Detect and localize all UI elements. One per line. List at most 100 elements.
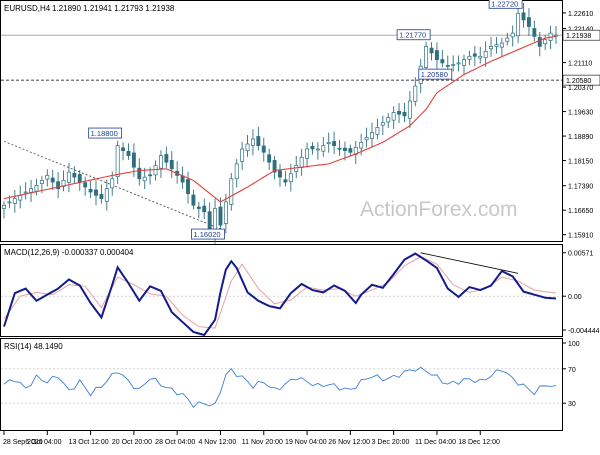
x-axis-label: 6 Oct 04:00 <box>25 439 61 446</box>
price-y-tick-label: 1.18890 <box>568 134 593 141</box>
candle-body <box>348 148 353 153</box>
candle-body <box>332 141 337 147</box>
price-panel-title: EURUSD,H4 <box>4 4 51 13</box>
price-y-tick-label: 1.16650 <box>568 208 593 215</box>
candle-body <box>196 206 201 209</box>
candle-body <box>256 136 261 147</box>
candle-body <box>115 145 120 177</box>
price-panel-ohlc: 1.21890 1.21941 1.21793 1.21938 <box>52 4 175 13</box>
candle-body <box>23 191 28 194</box>
candle-body <box>288 173 293 182</box>
macd-trendline <box>420 252 519 274</box>
candle-body <box>72 172 77 178</box>
candle-body <box>375 127 380 135</box>
candle-body <box>397 111 402 115</box>
macd-y-tick-label: 0.00 <box>568 294 582 301</box>
candle-body <box>305 148 310 159</box>
candle-body <box>337 147 342 150</box>
x-axis-label: 28 Sep 2020 <box>3 439 43 446</box>
candle-body <box>440 59 445 64</box>
watermark: ActionForex.com <box>360 198 518 221</box>
candle-body <box>359 142 364 149</box>
candle-body <box>472 53 477 57</box>
candle-body <box>451 64 456 66</box>
candle-body <box>158 155 163 169</box>
candle-body <box>380 122 385 126</box>
candle-body <box>245 143 250 151</box>
candle-body <box>164 154 169 163</box>
candle-body <box>532 28 537 37</box>
candle-body <box>131 152 136 168</box>
support-tag <box>562 74 600 86</box>
candle-body <box>66 171 71 183</box>
candle-body <box>218 206 223 226</box>
x-axis-label: 11 Nov 20:00 <box>242 439 283 446</box>
candle-body <box>315 148 320 151</box>
macd-panel-title: MACD(12,26,9) -0.000337 0.000404 <box>4 248 134 257</box>
x-axis-label: 11 Dec 04:00 <box>415 439 456 446</box>
candle-body <box>283 179 288 183</box>
candle-body <box>56 181 61 190</box>
price-y-tick-label: 1.22610 <box>568 11 593 18</box>
candle-body <box>137 167 142 180</box>
candle-body <box>12 198 17 204</box>
candle-body <box>424 46 429 68</box>
candle-body <box>391 112 396 121</box>
candle-body <box>521 12 526 21</box>
candle-body <box>494 44 499 48</box>
candle-body <box>110 178 115 189</box>
candle-body <box>83 182 88 188</box>
candle-body <box>126 151 131 156</box>
candle-body <box>537 37 542 47</box>
candle-body <box>142 176 147 182</box>
level-label: 1.18800 <box>91 129 118 138</box>
rsi-panel-title: RSI(14) 48.1490 <box>4 342 63 351</box>
support-tag-label: 1.20580 <box>566 78 591 85</box>
candle-body <box>148 174 153 177</box>
level-label: 1.16020 <box>193 230 220 239</box>
candle-body <box>407 100 412 119</box>
candle-body <box>29 188 34 193</box>
candle-body <box>18 194 23 201</box>
candle-body <box>364 137 369 141</box>
macd-line <box>3 252 557 337</box>
price-y-tick-label: 1.17390 <box>568 184 593 191</box>
x-axis-label: 13 Oct 12:00 <box>69 439 109 446</box>
current-price-tag <box>562 29 600 41</box>
candle-body <box>77 174 82 183</box>
level-label: 1.20580 <box>421 70 448 79</box>
rsi-y-tick-label: 30 <box>568 401 576 408</box>
candle-body <box>202 205 207 213</box>
candle-body <box>310 145 315 150</box>
candle-body <box>261 145 266 153</box>
price-y-tick-label: 1.20370 <box>568 85 593 92</box>
candle-body <box>505 37 510 42</box>
candle-body <box>499 42 504 48</box>
level-label-box <box>88 127 123 139</box>
price-y-tick-label: 1.21110 <box>568 61 592 68</box>
candle-body <box>478 55 483 59</box>
candle-body <box>467 55 472 60</box>
price-y-tick-label: 1.15910 <box>568 233 593 240</box>
candle-body <box>516 12 521 37</box>
level-label-box <box>418 68 453 80</box>
macd-y-tick-label: 0.00571 <box>568 251 593 258</box>
candle-body <box>34 185 39 192</box>
candle-body <box>223 201 228 224</box>
level-label-box <box>396 29 431 41</box>
level-label-box <box>488 0 523 9</box>
candle-body <box>483 50 488 59</box>
candle-body <box>88 188 93 193</box>
candle-body <box>153 165 158 176</box>
rsi-line <box>3 366 557 409</box>
candle-body <box>456 62 461 65</box>
candle-body <box>99 194 104 199</box>
level-label: 1.22720 <box>491 0 518 8</box>
candle-body <box>413 85 418 102</box>
x-axis-label: 28 Oct 04:00 <box>155 439 195 446</box>
level-label-box <box>191 228 225 240</box>
candle-body <box>386 117 391 123</box>
candle-body <box>94 189 98 196</box>
candle-body <box>462 59 466 66</box>
candle-body <box>2 204 6 209</box>
